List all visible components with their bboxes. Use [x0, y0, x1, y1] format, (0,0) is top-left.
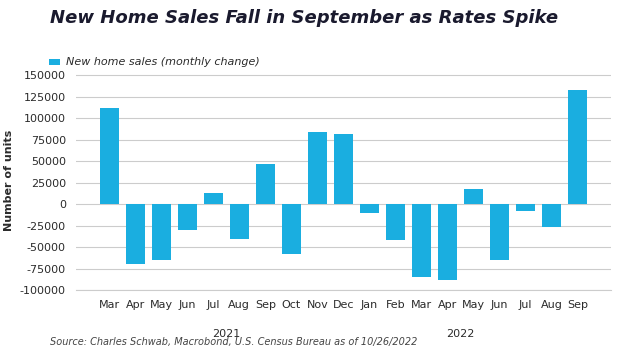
Bar — [308, 132, 327, 204]
Bar — [152, 204, 171, 260]
Text: New Home Sales Fall in September as Rates Spike: New Home Sales Fall in September as Rate… — [50, 9, 559, 27]
Text: Source: Charles Schwab, Macrobond, U.S. Census Bureau as of 10/26/2022: Source: Charles Schwab, Macrobond, U.S. … — [50, 337, 418, 347]
Bar — [126, 204, 145, 264]
Bar — [542, 204, 561, 228]
Bar — [412, 204, 431, 276]
Bar — [230, 204, 249, 239]
Bar — [178, 204, 197, 230]
Bar — [464, 189, 483, 204]
Bar — [386, 204, 404, 240]
Text: 2021: 2021 — [212, 329, 241, 339]
Bar — [100, 108, 118, 204]
Text: New home sales (monthly change): New home sales (monthly change) — [66, 57, 260, 67]
Bar — [568, 90, 587, 204]
Text: 2022: 2022 — [446, 329, 474, 339]
Bar — [438, 204, 457, 280]
Bar — [282, 204, 301, 254]
Y-axis label: Number of units: Number of units — [4, 130, 14, 231]
Bar — [516, 204, 535, 211]
Bar — [334, 133, 353, 204]
Bar — [360, 204, 379, 213]
Bar — [256, 164, 275, 204]
Bar — [490, 204, 509, 260]
Bar — [204, 193, 222, 204]
